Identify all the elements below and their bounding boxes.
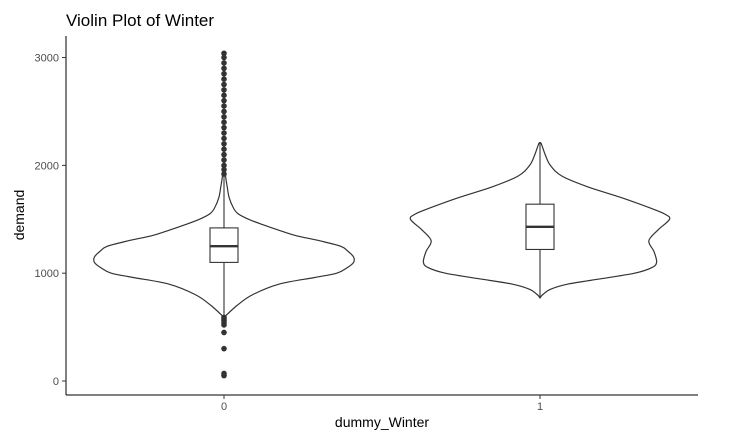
outlier-point [221,50,227,57]
outlier-point [221,103,227,109]
y-tick-label: 1000 [35,268,59,280]
outlier-point [221,141,227,147]
outlier-point [221,54,227,61]
outlier-point [221,135,227,142]
y-tick-label: 0 [53,376,59,388]
outlier-point [221,81,227,88]
outlier-point [221,314,227,321]
outlier-point [221,108,227,115]
x-tick-label: 1 [537,401,543,413]
violin-group-1 [409,141,671,299]
x-tick-label: 0 [221,401,227,413]
outlier-point [221,157,227,163]
outlier-point [221,92,227,99]
outlier-point [221,162,227,169]
outlier-point [221,65,227,72]
plot-area [93,50,671,379]
outlier-point [221,87,227,93]
outlier-point [221,97,227,104]
outlier-point [221,114,227,120]
outlier-point [221,130,227,136]
outlier-point [221,146,227,152]
chart-title: Violin Plot of Winter [66,11,214,30]
outlier-point [221,166,227,173]
outlier-point [221,60,227,66]
outlier-point [221,119,227,126]
outlier-point [221,124,227,131]
violin-group-0 [93,50,355,379]
outlier-point [221,345,227,352]
y-axis-label: demand [11,190,27,241]
outlier-point [221,171,227,177]
outlier-point [221,70,227,77]
outlier-point [221,329,227,336]
outlier-point [221,151,227,158]
y-axis-ticks: 0 1000 2000 3000 [35,53,66,388]
y-tick-label: 2000 [35,160,59,172]
x-axis-label: dummy_Winter [335,414,429,430]
outlier-point [221,76,227,82]
y-tick-label: 3000 [35,53,59,65]
outlier-point [221,370,227,377]
